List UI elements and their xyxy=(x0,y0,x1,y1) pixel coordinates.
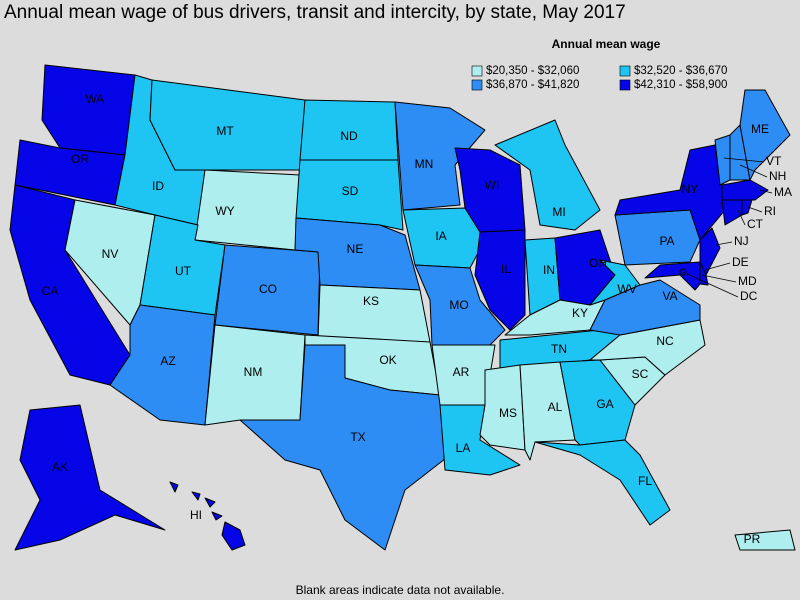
legend-swatch xyxy=(619,65,631,77)
state-label: CO xyxy=(259,282,277,296)
state-shape xyxy=(494,119,601,231)
state-shape xyxy=(109,304,216,426)
state-shape xyxy=(534,439,671,526)
legend-swatch xyxy=(471,79,483,91)
state-shape xyxy=(14,404,166,551)
state-label: IN xyxy=(543,263,555,277)
state-shape xyxy=(699,227,721,276)
state-label: VT xyxy=(766,154,782,168)
leader-line xyxy=(701,274,737,283)
state-shape xyxy=(414,264,506,346)
state-label: PA xyxy=(659,234,674,248)
state-label: TX xyxy=(350,430,365,444)
states xyxy=(9,64,796,551)
state-label: MS xyxy=(499,406,517,420)
state-label: NY xyxy=(682,182,699,196)
legend-title: Annual mean wage xyxy=(552,37,661,51)
legend-label: $20,350 - $32,060 xyxy=(486,65,579,77)
state-shape xyxy=(734,529,796,551)
state-label: RI xyxy=(764,204,776,218)
state-shape xyxy=(221,521,246,551)
state-shape xyxy=(194,169,301,251)
state-label: TN xyxy=(551,342,567,356)
state-label: GA xyxy=(596,397,613,411)
leader-line xyxy=(682,271,739,298)
state-label: VA xyxy=(662,289,677,303)
state-shape xyxy=(41,64,136,156)
state-label: IL xyxy=(501,262,511,276)
leader-line xyxy=(704,262,731,271)
leader-line xyxy=(723,157,765,163)
leader-line xyxy=(739,164,768,178)
legend-swatch xyxy=(619,79,631,91)
state-label: SD xyxy=(342,184,359,198)
leader-line xyxy=(759,189,773,194)
state-label: NV xyxy=(102,247,119,261)
state-label: NJ xyxy=(734,234,749,248)
footnote: Blank areas indicate data not available. xyxy=(296,583,505,597)
state-label: NE xyxy=(347,242,364,256)
state-shape xyxy=(644,261,701,291)
state-label: ME xyxy=(751,122,769,136)
state-label: OH xyxy=(589,256,607,270)
state-label: MA xyxy=(774,185,792,199)
legend-label: $32,520 - $36,670 xyxy=(634,65,727,77)
state-label: DE xyxy=(732,255,749,269)
state-label: WA xyxy=(86,92,105,106)
state-label: MD xyxy=(738,274,757,288)
state-label: KY xyxy=(572,306,588,320)
state-labels: WA OR CA NV ID MT WY UT CO AZ NM ND SD NE KS OK TX MN IA MO… xyxy=(42,92,792,546)
state-label: OK xyxy=(379,353,396,367)
state-label: DC xyxy=(740,289,758,303)
state-shape xyxy=(191,491,201,501)
state-label: PR xyxy=(744,532,761,546)
legend: $20,350 - $32,060 $32,520 - $36,670 $36,87… xyxy=(471,65,727,91)
state-label: FL xyxy=(638,474,652,488)
state-label: AR xyxy=(453,365,470,379)
state-label: MI xyxy=(552,205,565,219)
state-shape xyxy=(721,179,769,201)
legend-swatch xyxy=(471,65,483,77)
state-label: UT xyxy=(175,264,192,278)
state-label: CA xyxy=(42,284,59,298)
state-shape xyxy=(211,511,223,521)
state-label: OR xyxy=(71,152,89,166)
state-label: MT xyxy=(216,124,234,138)
state-label: NH xyxy=(769,169,786,183)
state-label: NM xyxy=(244,365,263,379)
state-label: MN xyxy=(415,157,434,171)
leader-line xyxy=(715,241,733,246)
state-label: KS xyxy=(363,294,379,308)
state-label: SC xyxy=(632,367,649,381)
state-label: AK xyxy=(52,460,68,474)
state-label: WI xyxy=(485,178,500,192)
state-label: WV xyxy=(617,282,636,296)
state-shape xyxy=(741,199,753,216)
state-shape xyxy=(204,497,216,508)
legend-label: $36,870 - $41,820 xyxy=(486,79,579,91)
state-label: MO xyxy=(449,298,468,312)
state-label: HI xyxy=(190,508,202,522)
state-label: ID xyxy=(152,179,164,193)
state-shape xyxy=(474,229,526,331)
state-shape xyxy=(295,159,404,231)
legend-label: $42,310 - $58,900 xyxy=(634,79,727,91)
state-shape xyxy=(589,279,701,336)
state-label: AZ xyxy=(160,354,175,368)
state-label: ND xyxy=(340,129,358,143)
state-label: WY xyxy=(215,204,234,218)
state-label: CT xyxy=(747,217,764,231)
state-shape xyxy=(239,344,451,551)
map-title: Annual mean wage of bus drivers, transit… xyxy=(4,2,626,23)
leader-line xyxy=(747,206,763,213)
state-label: NC xyxy=(656,334,674,348)
state-label: AL xyxy=(548,400,563,414)
state-shape xyxy=(169,481,179,493)
leader-line xyxy=(737,209,746,226)
state-label: IA xyxy=(435,229,446,243)
state-label: LA xyxy=(456,441,471,455)
state-shape xyxy=(614,209,701,266)
